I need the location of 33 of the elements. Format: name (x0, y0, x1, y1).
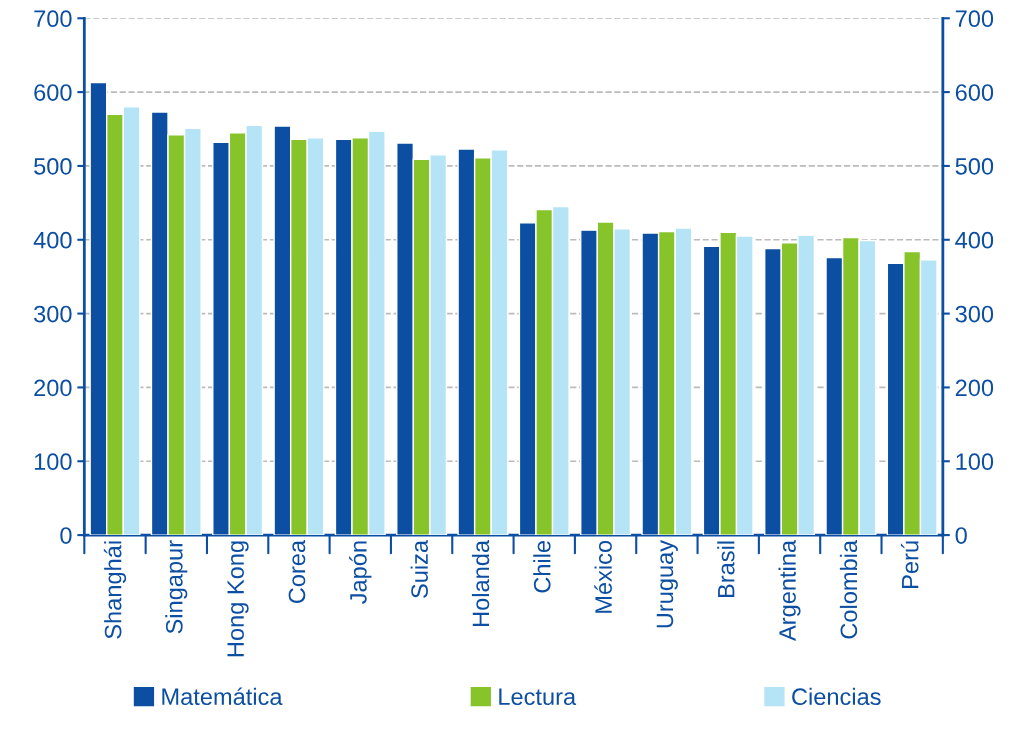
y2-tick-label: 500 (955, 158, 994, 175)
x-tick-label: Shanghái (103, 541, 127, 639)
x-tick-label: Corea (288, 539, 306, 604)
y-tick-label: 700 (34, 10, 72, 28)
y2-tick-label: 600 (955, 84, 994, 101)
x-tick-label: Holanda (471, 539, 490, 626)
y-tick-label: 500 (34, 158, 72, 175)
y-tick-label: 200 (34, 379, 72, 397)
y-tick-label: 100 (34, 453, 72, 471)
y2-tick-label: 0 (955, 527, 967, 544)
x-tick-label: Brasil (717, 541, 735, 598)
legend-label: Lectura (499, 688, 577, 706)
x-tick-label: Colombia (839, 539, 858, 639)
y-tick-label: 400 (33, 231, 72, 249)
y-tick-label: 300 (34, 305, 72, 323)
x-tick-label: Argentina (778, 539, 801, 641)
y2-tick-label: 400 (955, 231, 994, 249)
x-tick-label: Hong Kong (227, 541, 249, 657)
x-tick-label: Uruguay (656, 539, 678, 628)
x-tick-label: Suiza (410, 539, 428, 598)
legend-label: Matemática (162, 687, 283, 706)
x-tick-label: Perú (900, 541, 919, 588)
x-tick-label: México (594, 540, 612, 613)
x-tick-label: Singapur (165, 540, 188, 634)
x-tick-label: Japón (349, 541, 372, 604)
y-tick-label: 0 (60, 527, 72, 544)
x-tick-label: Chile (533, 541, 551, 593)
y2-tick-label: 300 (955, 305, 994, 323)
legend-label: Ciencias (792, 687, 881, 706)
y2-tick-label: 700 (955, 10, 994, 28)
y2-tick-label: 200 (955, 379, 994, 397)
y2-tick-label: 100 (956, 453, 994, 471)
y-tick-label: 600 (34, 84, 72, 101)
